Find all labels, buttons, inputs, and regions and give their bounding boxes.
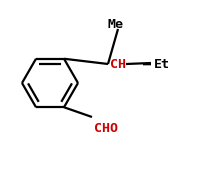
Text: CH: CH [110, 58, 126, 71]
Text: Me: Me [107, 18, 123, 31]
Text: Et: Et [154, 58, 170, 71]
Text: —: — [143, 58, 151, 71]
Text: CHO: CHO [94, 122, 118, 135]
